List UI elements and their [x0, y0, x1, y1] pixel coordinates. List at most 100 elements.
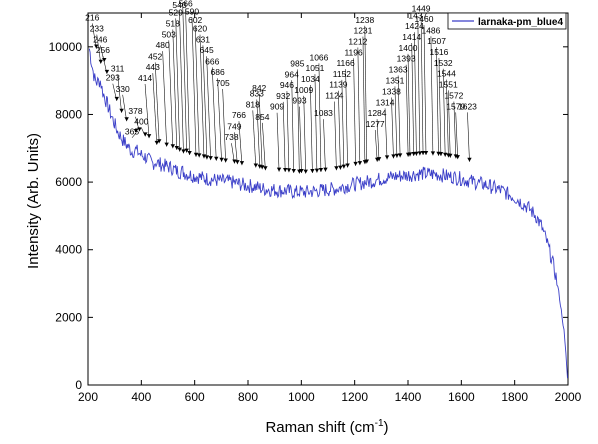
y-axis-ticks: 0 2000 4000 6000 8000 10000 — [49, 40, 568, 392]
peak-leader-line — [117, 74, 122, 113]
y-tick-label: 4000 — [55, 243, 82, 257]
x-tick-label: 1000 — [288, 390, 315, 404]
peak-label: 620 — [193, 24, 207, 34]
y-tick-label: 2000 — [55, 310, 82, 324]
peak-arrowhead — [353, 161, 358, 166]
peak-leader-line — [341, 79, 345, 169]
peak-arrowhead — [394, 153, 400, 158]
peak-label: 1314 — [376, 97, 395, 107]
peak-leader-line — [438, 57, 442, 157]
peak-label: 1051 — [305, 63, 324, 73]
peak-arrowhead — [181, 149, 186, 154]
peak-leader-line — [211, 67, 217, 161]
peak-arrowhead — [239, 161, 245, 166]
peak-arrowhead — [174, 145, 179, 150]
legend-label: larnaka-pm_blue4 — [478, 17, 563, 28]
peak-label: 246 — [93, 34, 107, 44]
peak-arrowhead — [414, 151, 419, 156]
peak-arrowhead — [137, 127, 142, 132]
peak-leader-line — [258, 93, 263, 170]
peak-leader-line — [154, 62, 160, 144]
peak-label: 378 — [128, 106, 142, 116]
peak-leader-line — [376, 119, 380, 162]
peak-arrowhead — [364, 159, 369, 164]
peak-arrowhead — [299, 168, 304, 173]
peak-label: 946 — [280, 80, 294, 90]
peak-label: 1284 — [368, 108, 387, 118]
peak-label: 1516 — [429, 47, 448, 57]
peak-label: 293 — [106, 73, 120, 83]
peak-label: 443 — [146, 62, 160, 72]
peak-leader-line — [179, 10, 184, 154]
peak-leader-line — [447, 90, 451, 158]
peak-leader-line — [314, 74, 318, 173]
peak-leader-line — [172, 29, 178, 150]
peak-leader-line — [276, 112, 280, 172]
peak-arrowhead — [219, 157, 224, 162]
peak-leader-line — [297, 69, 300, 174]
peak-leader-line — [168, 40, 174, 149]
peak-arrowhead — [104, 69, 110, 74]
peak-label: 1338 — [382, 87, 401, 97]
peak-arrowhead — [438, 152, 444, 157]
peak-label: 233 — [90, 24, 104, 34]
peak-label: 480 — [156, 40, 170, 50]
peak-leader-line — [262, 122, 266, 171]
x-tick-label: 400 — [131, 390, 151, 404]
peak-label: 602 — [188, 15, 202, 25]
peak-label: 985 — [290, 58, 304, 68]
peak-arrowhead — [423, 151, 429, 156]
peak-leader-line — [430, 36, 434, 156]
peak-arrowhead — [184, 148, 189, 153]
peak-label: 566 — [179, 0, 193, 8]
peak-label: 705 — [216, 78, 230, 88]
peak-label: 631 — [196, 34, 210, 44]
peak-leader-line — [420, 14, 424, 156]
peak-label: 1231 — [353, 26, 372, 36]
y-axis-title: Intensity (Arb. Units) — [25, 133, 42, 269]
peak-arrowhead — [276, 167, 282, 172]
peak-label: 400 — [134, 117, 148, 127]
peak-arrowhead — [411, 152, 416, 157]
y-tick-label: 8000 — [55, 107, 82, 121]
peak-label: 1400 — [399, 43, 418, 53]
peak-leader-line — [417, 21, 421, 156]
peak-label: 1124 — [325, 91, 344, 101]
peak-arrowhead — [283, 167, 288, 172]
x-tick-label: 600 — [185, 390, 205, 404]
peak-label: 1414 — [402, 32, 421, 42]
peak-leader-line — [144, 83, 150, 139]
peak-arrowhead — [170, 144, 175, 149]
peak-leader-line — [122, 94, 127, 122]
peak-label: 1083 — [314, 108, 333, 118]
peak-arrowhead — [102, 58, 107, 63]
peak-label: 1277 — [366, 119, 385, 129]
peak-arrowhead — [345, 163, 350, 168]
legend-box — [447, 12, 567, 30]
peak-arrowhead — [314, 168, 320, 173]
peak-label: 529 — [169, 7, 183, 17]
peak-leader-line — [411, 43, 415, 157]
peak-leader-line — [131, 132, 137, 138]
peak-leader-line — [191, 17, 197, 157]
peak-leader-line — [391, 97, 394, 159]
peak-leader-line — [407, 53, 411, 157]
peak-leader-line — [423, 25, 427, 156]
peak-arrowhead — [157, 139, 162, 144]
peak-label: 1507 — [427, 36, 446, 46]
peak-leader-line — [318, 63, 322, 172]
peak-arrowhead — [397, 153, 403, 158]
peak-arrowhead — [357, 161, 363, 166]
peak-label: 932 — [276, 91, 290, 101]
peak-leader-line — [446, 79, 449, 158]
peak-label: 964 — [285, 69, 299, 79]
peak-label: 503 — [162, 29, 176, 39]
peak-leader-line — [310, 84, 313, 173]
peak-label: 1212 — [348, 36, 367, 46]
x-tick-label: 1200 — [341, 390, 368, 404]
peak-label: 1152 — [333, 69, 352, 79]
peak-label: 590 — [185, 7, 199, 17]
peak-label: 833 — [250, 89, 264, 99]
x-tick-label: 800 — [238, 390, 258, 404]
peak-leader-line — [206, 56, 211, 161]
